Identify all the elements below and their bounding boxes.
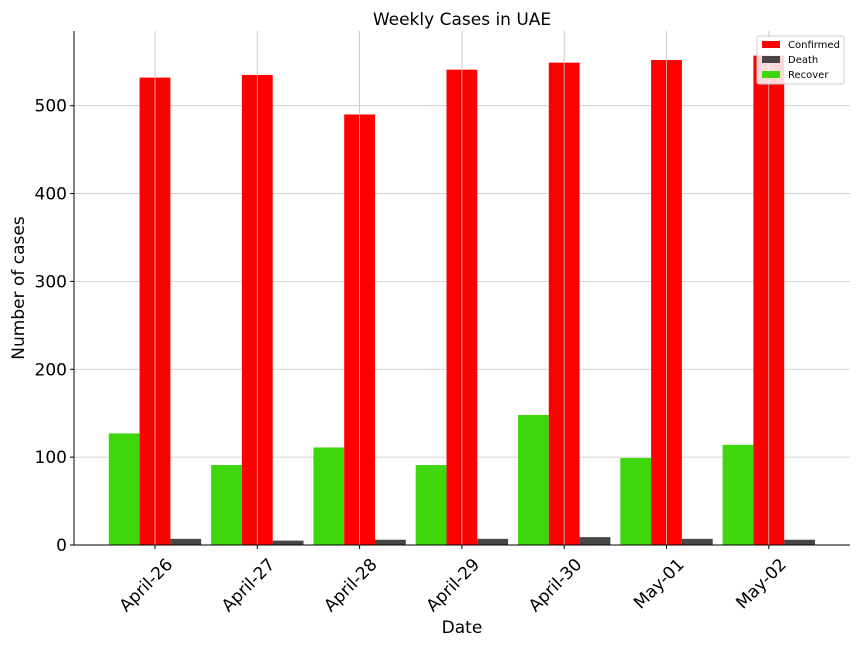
y-tick-label: 400 <box>35 185 67 205</box>
bar-death-may-02 <box>784 539 815 545</box>
bar-recover-may-02 <box>722 444 754 545</box>
bar-recover-april-30 <box>518 414 549 545</box>
bar-death-april-30 <box>579 537 611 545</box>
x-tick-label: April-27 <box>218 555 279 616</box>
legend-label-recover: Recover <box>788 70 829 81</box>
x-tick-label: May-01 <box>630 555 688 613</box>
legend: Confirmed Death Recover <box>756 35 845 85</box>
bar-recover-april-26 <box>108 433 140 545</box>
chart-title: Weekly Cases in UAE <box>373 10 551 30</box>
bar-death-april-29 <box>477 538 509 545</box>
bar-recover-may-01 <box>620 458 652 545</box>
y-tick-label: 500 <box>35 97 67 117</box>
bar-death-april-28 <box>375 539 406 545</box>
x-tick-label: May-02 <box>732 555 790 613</box>
y-tick-label: 0 <box>56 536 67 556</box>
y-tick-label: 300 <box>35 272 67 292</box>
x-tick-label: April-28 <box>320 555 381 616</box>
bar-recover-april-29 <box>415 465 447 545</box>
bar-recover-april-28 <box>313 447 345 545</box>
x-tick-label: April-26 <box>116 555 177 616</box>
x-tick-label: April-29 <box>423 555 484 616</box>
legend-label-confirmed: Confirmed <box>788 40 840 51</box>
y-tick-label: 200 <box>35 360 67 380</box>
bar-death-april-27 <box>272 540 304 545</box>
legend-swatch-death <box>762 56 780 63</box>
bars <box>108 31 815 546</box>
x-axis-label: Date <box>442 618 483 638</box>
x-tick-label: April-30 <box>525 555 586 616</box>
bar-death-may-01 <box>681 538 713 545</box>
bar-death-april-26 <box>170 538 202 545</box>
legend-swatch-recover <box>762 71 780 78</box>
y-tick-label: 100 <box>35 448 67 468</box>
y-axis-label: Number of cases <box>9 216 29 360</box>
legend-label-death: Death <box>788 55 818 66</box>
legend-swatch-confirmed <box>762 41 780 48</box>
bar-recover-april-27 <box>211 465 242 545</box>
gridlines-overlay <box>154 31 770 545</box>
